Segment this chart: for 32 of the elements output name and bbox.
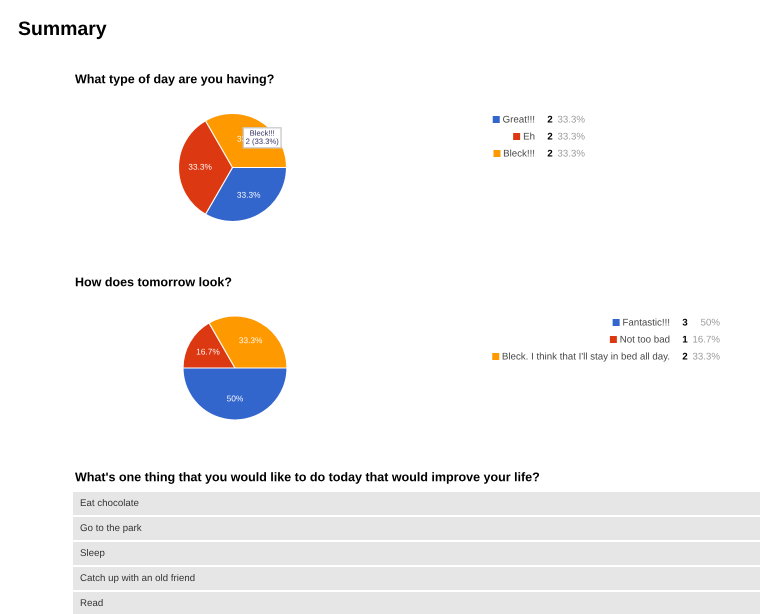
data-label: 33.3% [239, 337, 262, 344]
legend-label: Fantastic!!! [623, 318, 670, 326]
chart-title: How does tomorrow look? [76, 277, 232, 286]
text: 33.3% [692, 352, 720, 360]
text: 16.7% [693, 336, 720, 343]
text: Eat chocolate [80, 498, 138, 506]
data-label: 33.3% [237, 192, 260, 198]
text: 33.3% [558, 132, 585, 140]
legend-label: Bleck. I think that I'll stay in bed all day. [502, 352, 670, 362]
legend-label: Eh [524, 132, 534, 140]
text: Summary [18, 21, 107, 40]
text: Read [80, 598, 103, 606]
data-label: 33.3% [188, 164, 212, 170]
text: 2 [548, 132, 552, 140]
text: What's one thing that you would like to do today that would improve your life? [75, 472, 540, 484]
text: 3 [682, 318, 688, 326]
data-label: 50% [226, 396, 244, 402]
text: 2 [548, 150, 552, 157]
legend-label: Great!!! [503, 116, 534, 123]
text: 33.3% [558, 150, 585, 157]
text: Go to the park [80, 524, 142, 534]
data-label: 16.7% [196, 348, 220, 355]
text: 2 [682, 352, 688, 360]
text: Sleep [80, 548, 104, 558]
legend-label: Bleck!!! [504, 149, 534, 157]
text: 50% [700, 318, 720, 326]
legend-label: Not too bad [620, 335, 670, 343]
text: 33.3% [558, 116, 585, 123]
text: 2 [548, 116, 552, 123]
chart-title: What type of day are you having? [75, 74, 274, 86]
text: Catch up with an old friend [80, 574, 194, 584]
text: 1 [682, 336, 688, 343]
